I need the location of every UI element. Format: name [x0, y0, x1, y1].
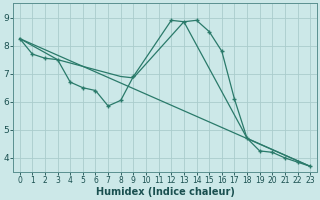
X-axis label: Humidex (Indice chaleur): Humidex (Indice chaleur): [96, 187, 234, 197]
